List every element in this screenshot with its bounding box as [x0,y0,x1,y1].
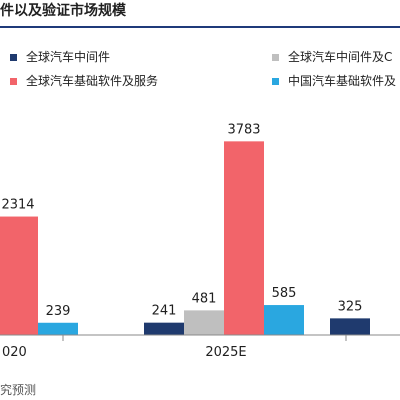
bar [330,318,370,335]
legend-label: 全球汽车中间件 [26,49,110,64]
bar [38,322,78,335]
legend-swatch [10,54,17,61]
legend-label: 全球汽车基础软件及服务 [26,73,158,88]
bar-value-label: 585 [272,286,297,301]
chart-title: 件以及验证市场规模 [0,3,126,19]
x-tick-label: 020 [2,345,27,360]
legend-swatch [10,78,17,85]
bar-value-label: 2314 [1,198,34,213]
bar-value-label: 325 [338,299,363,314]
source-note: 究预测 [0,383,37,397]
legend-label: 全球汽车中间件及C [288,49,392,64]
bar [264,305,304,335]
legend-swatch [272,54,279,61]
legend-label: 中国汽车基础软件及 [288,73,396,88]
bar-value-label: 3783 [227,122,260,137]
bar [0,216,38,335]
title-underline [0,26,400,28]
bar-value-label: 239 [46,304,71,319]
bar [224,141,264,335]
bar-value-label: 241 [152,304,177,319]
x-tick-label: 2025E [205,345,246,360]
bar [144,322,184,335]
legend-swatch [272,78,279,85]
bar [184,310,224,335]
bar-value-label: 481 [192,291,217,306]
